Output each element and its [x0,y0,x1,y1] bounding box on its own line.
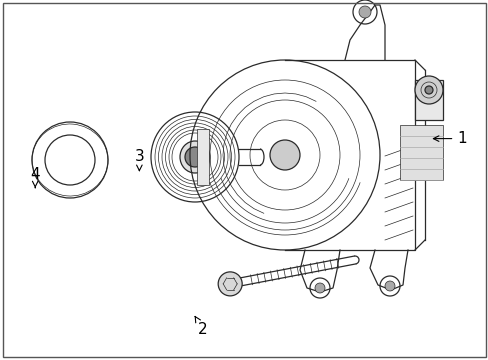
Circle shape [424,86,432,94]
Bar [197,129,208,185]
Text: 2: 2 [195,316,207,337]
Ellipse shape [180,141,209,173]
Circle shape [218,272,242,296]
Circle shape [414,76,442,104]
Text: 4: 4 [30,167,40,188]
Text: 1: 1 [432,131,466,146]
Bar [414,80,442,120]
Text: 3: 3 [134,149,144,171]
Circle shape [384,281,394,291]
Circle shape [314,283,325,293]
Bar [399,125,442,180]
Circle shape [358,6,370,18]
Circle shape [184,147,204,167]
Circle shape [269,140,299,170]
